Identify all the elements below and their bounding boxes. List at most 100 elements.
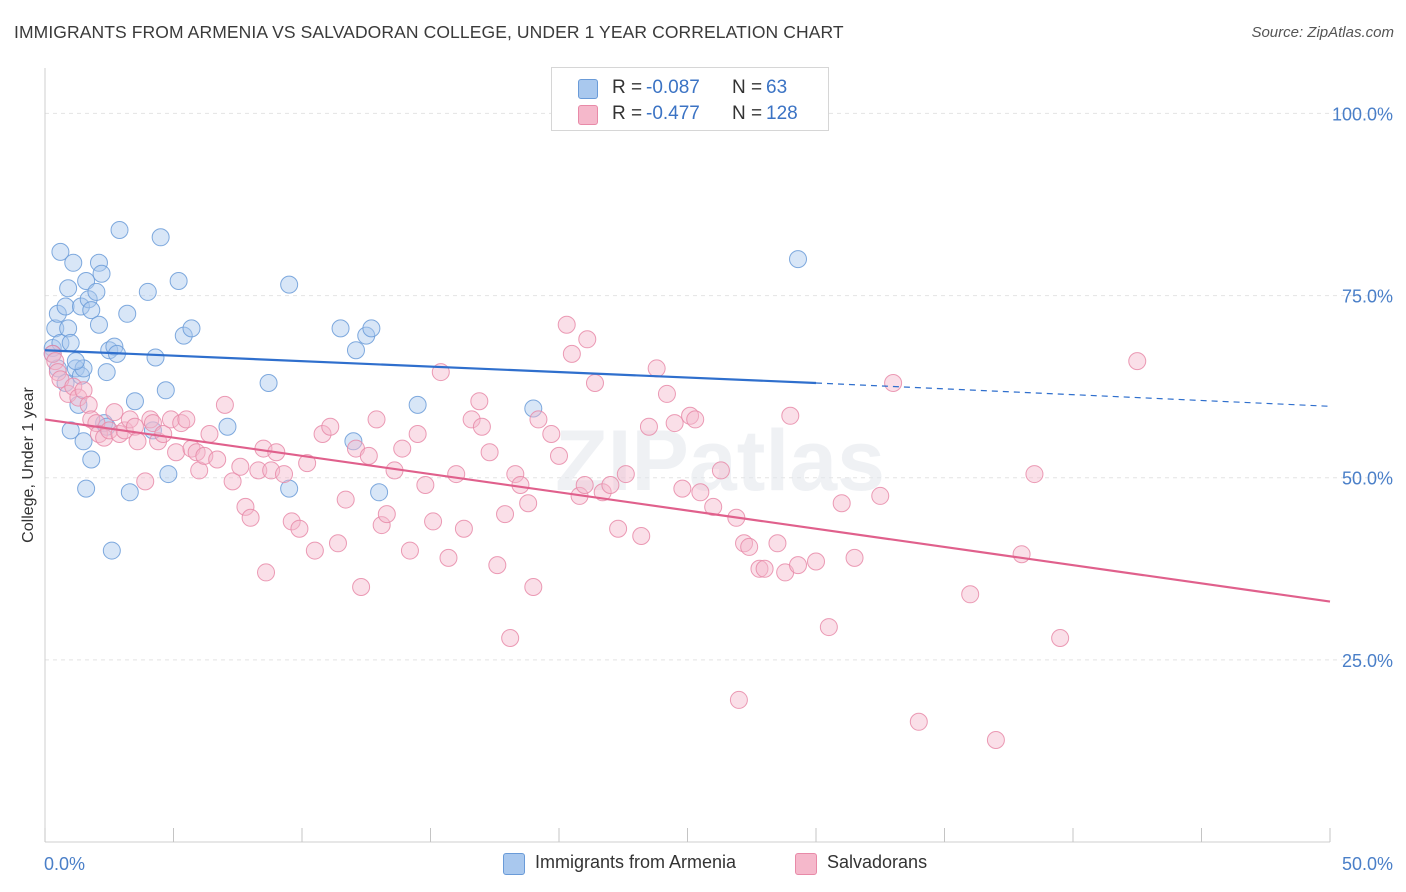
salvadoran-point [729,690,748,709]
salvadoran-point [961,585,980,604]
armenia-point [97,363,116,382]
salvadoran-point [524,578,543,596]
armenia-point [118,304,137,323]
armenia-point [138,282,157,301]
salvadoran-point [82,410,101,429]
armenia-point [169,272,188,290]
salvadoran-point [1051,629,1070,647]
armenia-point [59,279,78,298]
armenia-point [74,432,93,451]
salvadoran-point [167,443,186,462]
bottom-legend-label-salvadoran: Salvadorans [827,852,928,872]
legend-n-label: N = [732,77,763,98]
salvadoran-point [275,465,294,484]
salvadoran-point [367,410,386,429]
salvadoran-point [79,395,98,414]
legend-n-label: N = [732,103,763,124]
salvadoran-point [400,541,419,560]
armenia-point [87,282,106,301]
armenia-point [82,301,101,320]
armenia-point [51,242,70,261]
salvadoran-point [832,494,851,513]
armenia-point [59,319,78,338]
armenia-point [92,264,111,283]
salvadoran-point [506,465,525,484]
salvadoran-point [562,344,581,363]
salvadoran-point [781,406,800,425]
salvadoran-point [439,548,458,567]
salvadoran-point [89,425,108,443]
armenia-point [280,479,299,498]
salvadoran-point [64,377,83,396]
salvadoran-point [424,512,443,531]
salvadoran-point [321,417,340,436]
salvadoran-point [208,450,227,469]
armenia-point [64,253,83,272]
legend-n-value: 63 [766,77,788,98]
salvadoran-point [223,472,242,491]
salvadoran-point [305,541,324,560]
salvadoran-point [673,479,692,498]
salvadoran-point [1128,352,1147,371]
salvadoran-point [447,465,466,484]
legend-swatch-armenia [578,79,598,99]
salvadoran-point [336,490,355,509]
bottom-legend-label-armenia: Immigrants from Armenia [535,852,737,872]
armenia-point [280,275,299,294]
x-tick-label-max: 50.0% [1342,854,1393,874]
y-tick-label-1: 50.0% [1342,469,1393,489]
salvadoran-point [755,559,774,578]
salvadoran-point [416,476,435,494]
salvadoran-point [472,417,491,436]
armenia-point [82,450,101,469]
tick-labels: 25.0% 50.0% 75.0% 100.0% 0.0% 50.0% [44,104,1393,874]
salvadoran-point [488,556,507,575]
salvadoran-point [845,548,864,567]
armenia-point [362,319,381,338]
bottom-legend-swatch-armenia [503,853,525,875]
armenia-point [346,341,365,360]
armenia-point [331,319,350,338]
salvadoran-point [408,425,427,443]
salvadoran-point [231,457,250,476]
armenia-point [56,297,75,316]
armenia-point [61,421,80,440]
armenia-point [370,483,389,502]
legend-r-value: -0.087 [646,77,700,98]
salvadoran-point [328,534,347,553]
armenia-point [48,304,67,323]
salvadoran-point [529,410,548,429]
salvadoran-point [480,443,499,462]
armenia-point [259,374,278,392]
x-tick-label-min: 0.0% [44,854,85,874]
bottom-legend-swatch-salvadoran [795,853,817,875]
salvadoran-point [172,414,191,433]
salvadoran-point [290,519,309,538]
salvadoran-point [1012,545,1031,564]
salvadoran-point [704,497,723,516]
salvadoran-point [909,712,928,731]
salvadoran-point [136,472,155,491]
armenia-point [789,250,808,269]
armenia-point [66,352,85,371]
salvadoran-point [48,363,67,382]
salvadoran-point [657,384,676,403]
salvadoran-point [46,352,65,371]
armenia-point [408,395,427,414]
salvadoran-point [575,476,594,494]
salvadoran-point [609,519,628,538]
armenia-point [125,392,144,411]
trend-lines [44,349,1331,603]
salvadoran-point [768,534,787,553]
salvadoran-point [298,454,317,473]
salvadoran-point [105,403,124,422]
salvadoran-point [359,446,378,465]
salvadoran-point [711,461,730,480]
salvadoran-point [352,578,371,596]
trend-line-armenia [44,349,817,385]
salvadoran-point [161,410,180,429]
salvadoran-point [236,497,255,516]
armenia-point [218,417,237,436]
salvadoran-point [215,395,234,414]
